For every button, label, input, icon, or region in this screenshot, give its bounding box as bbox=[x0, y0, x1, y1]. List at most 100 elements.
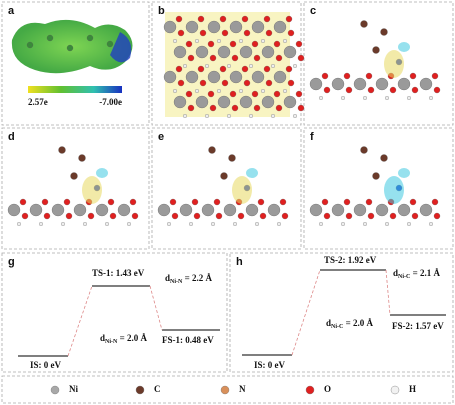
atom bbox=[183, 114, 187, 118]
atom bbox=[207, 20, 221, 34]
text: = 2.0 Å bbox=[343, 318, 373, 328]
legend-label: Ni bbox=[69, 384, 78, 394]
esp-surface bbox=[110, 32, 132, 63]
atom bbox=[429, 96, 433, 100]
atom bbox=[237, 212, 245, 220]
colorbar-max-label: -7.00e bbox=[99, 97, 122, 107]
isosurface bbox=[398, 168, 410, 178]
isosurface bbox=[398, 42, 410, 52]
atom bbox=[249, 114, 253, 118]
atom bbox=[249, 64, 253, 68]
symbol: d bbox=[165, 273, 170, 283]
atom bbox=[207, 90, 215, 98]
is-label: IS: 0 eV bbox=[254, 360, 285, 370]
atom bbox=[385, 96, 389, 100]
atom bbox=[221, 29, 229, 37]
symbol: d bbox=[326, 318, 331, 328]
atom bbox=[309, 203, 323, 217]
ts-label: TS-2: 1.92 eV bbox=[324, 255, 377, 265]
atom bbox=[219, 65, 227, 73]
atom bbox=[65, 212, 73, 220]
atom bbox=[70, 172, 78, 180]
atom bbox=[323, 86, 331, 94]
atom bbox=[185, 40, 193, 48]
isosurface bbox=[232, 176, 252, 204]
atom bbox=[263, 65, 271, 73]
is-label: IS: 0 eV bbox=[30, 360, 61, 370]
atom bbox=[251, 20, 265, 34]
atom bbox=[265, 29, 273, 37]
isosurface bbox=[82, 176, 102, 204]
atom bbox=[261, 39, 265, 43]
atom bbox=[185, 90, 193, 98]
atom bbox=[380, 154, 388, 162]
atom bbox=[51, 203, 65, 217]
atom bbox=[221, 79, 229, 87]
atom bbox=[229, 70, 243, 84]
atom bbox=[189, 222, 193, 226]
atom bbox=[275, 104, 283, 112]
atom bbox=[429, 222, 433, 226]
atom bbox=[372, 172, 380, 180]
atom bbox=[187, 104, 195, 112]
distance-label: dNi-N = 2.0 Å bbox=[100, 333, 147, 345]
atom bbox=[217, 89, 221, 93]
atom bbox=[363, 96, 367, 100]
atom bbox=[175, 15, 183, 23]
atom bbox=[251, 40, 259, 48]
atom bbox=[231, 54, 239, 62]
atom bbox=[255, 222, 259, 226]
atom bbox=[179, 203, 193, 217]
atom bbox=[105, 222, 109, 226]
isosurface bbox=[384, 176, 404, 204]
atom bbox=[163, 70, 177, 84]
atom bbox=[229, 90, 237, 98]
atom bbox=[275, 54, 283, 62]
legend-swatch bbox=[305, 385, 315, 395]
legend-label: C bbox=[154, 384, 161, 394]
atom bbox=[319, 222, 323, 226]
atom bbox=[265, 79, 273, 87]
atom bbox=[389, 212, 397, 220]
atom bbox=[431, 198, 439, 206]
atom bbox=[295, 40, 303, 48]
panel-label: a bbox=[8, 5, 15, 17]
atom bbox=[173, 89, 177, 93]
atom bbox=[309, 77, 323, 91]
atom bbox=[285, 65, 293, 73]
panel-label: f bbox=[310, 131, 314, 143]
atom bbox=[185, 70, 199, 84]
isosurface bbox=[246, 168, 258, 178]
atom bbox=[365, 72, 373, 80]
atom bbox=[211, 222, 215, 226]
atom bbox=[78, 154, 86, 162]
isosurface bbox=[384, 50, 404, 78]
atom bbox=[433, 86, 441, 94]
atom bbox=[287, 79, 295, 87]
atom bbox=[261, 95, 275, 109]
atom bbox=[199, 79, 207, 87]
atom bbox=[205, 64, 209, 68]
atom bbox=[353, 77, 367, 91]
atom bbox=[409, 72, 417, 80]
atom bbox=[372, 46, 380, 54]
atom bbox=[17, 222, 21, 226]
atom bbox=[241, 65, 249, 73]
atom bbox=[375, 77, 389, 91]
atom bbox=[195, 39, 199, 43]
atom bbox=[271, 64, 275, 68]
atom bbox=[229, 40, 237, 48]
atom bbox=[21, 212, 29, 220]
atom bbox=[171, 212, 179, 220]
atom bbox=[343, 198, 351, 206]
atom bbox=[199, 29, 207, 37]
atom bbox=[259, 212, 267, 220]
distance-label: dNi-C = 2.1 Å bbox=[393, 268, 440, 280]
atom bbox=[7, 203, 21, 217]
atom bbox=[397, 203, 411, 217]
atom bbox=[295, 90, 303, 98]
atom bbox=[167, 222, 171, 226]
atom bbox=[287, 29, 295, 37]
atom bbox=[195, 95, 209, 109]
atom bbox=[239, 39, 243, 43]
